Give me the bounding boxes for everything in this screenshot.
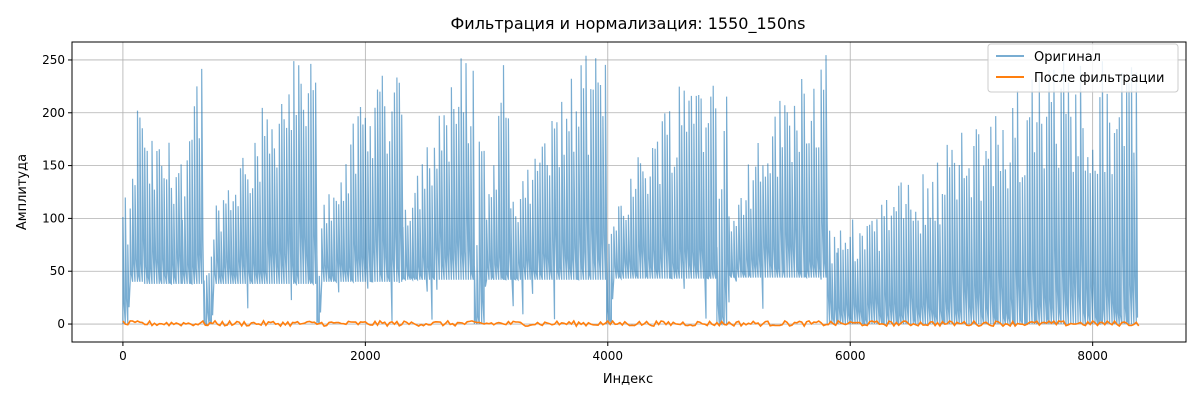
y-axis-ticks: 0 50 100 150 200 250 xyxy=(42,53,72,331)
legend-label-filtered: После фильтрации xyxy=(1034,71,1164,86)
x-tick-label: 2000 xyxy=(350,349,381,363)
legend: Оригинал После фильтрации xyxy=(987,43,1179,93)
series-filtered xyxy=(122,319,1140,328)
series-line-original xyxy=(122,55,1139,326)
y-tick-label: 150 xyxy=(42,159,65,173)
plot-frame xyxy=(71,41,1187,343)
x-tick-label: 6000 xyxy=(835,349,866,363)
x-axis-label: Индекс xyxy=(603,372,653,387)
legend-box xyxy=(987,43,1179,93)
series-original xyxy=(122,55,1139,326)
y-tick-label: 200 xyxy=(42,106,65,120)
y-tick-label: 50 xyxy=(50,264,65,278)
chart-title: Фильтрация и нормализация: 1550_150ns xyxy=(451,14,806,34)
y-axis-label: Амплитуда xyxy=(15,154,30,230)
x-axis-ticks: 0 2000 4000 6000 8000 xyxy=(119,342,1108,363)
x-tick-label: 4000 xyxy=(593,349,624,363)
legend-label-original: Оригинал xyxy=(1034,50,1101,65)
y-tick-label: 0 xyxy=(57,317,65,331)
x-tick-label: 8000 xyxy=(1077,349,1108,363)
series-line-filtered xyxy=(122,319,1140,328)
x-tick-label: 0 xyxy=(119,349,127,363)
y-tick-label: 100 xyxy=(42,211,65,225)
y-tick-label: 250 xyxy=(42,53,65,67)
